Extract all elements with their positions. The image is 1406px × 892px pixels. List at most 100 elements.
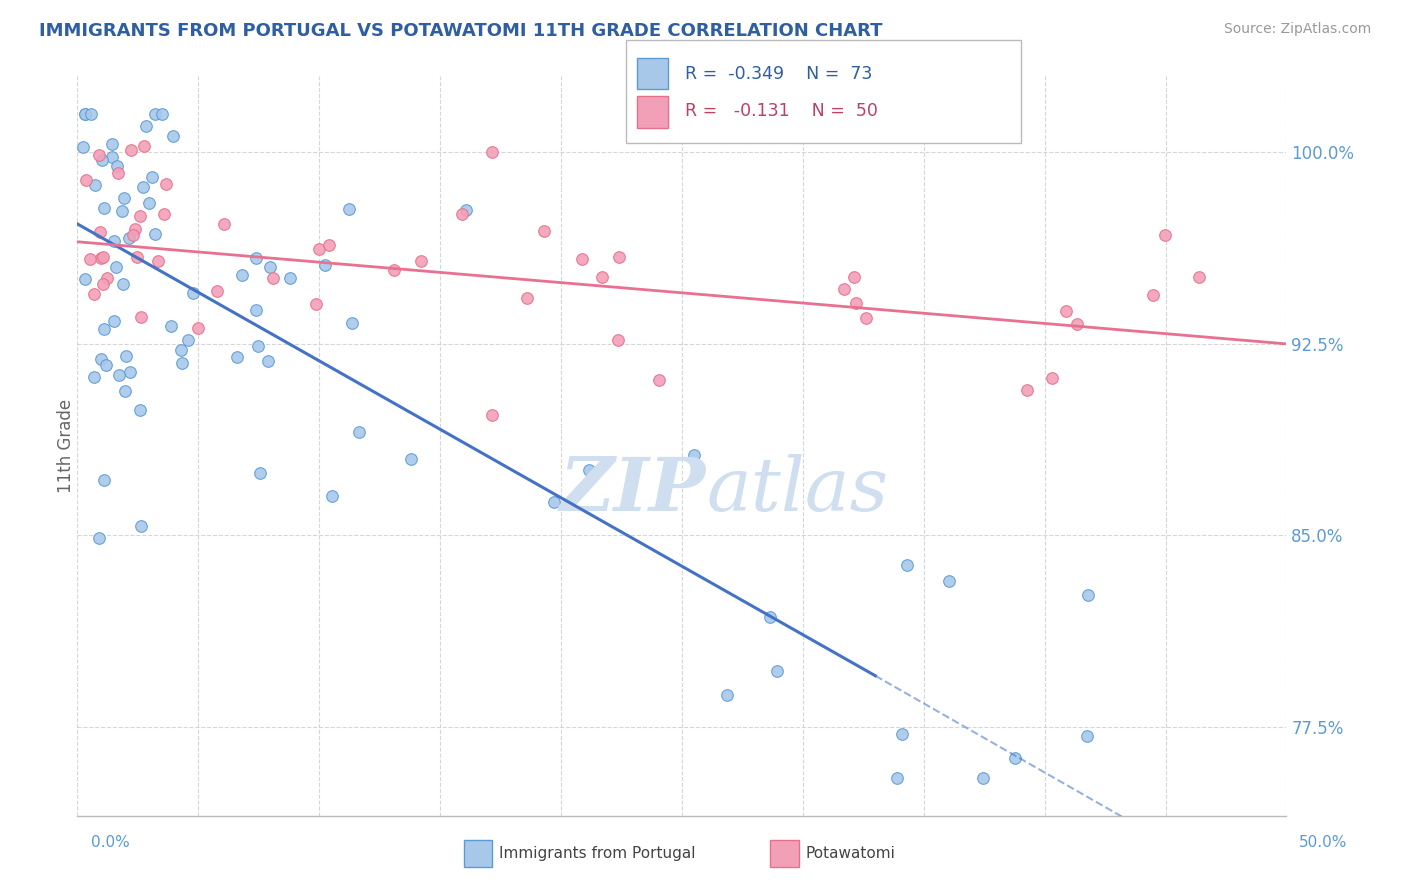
Point xyxy=(160,319,183,334)
Point xyxy=(87,148,110,162)
Point xyxy=(124,222,146,236)
Point xyxy=(96,271,118,285)
Point xyxy=(571,252,593,266)
Point xyxy=(207,284,229,298)
Point xyxy=(1054,303,1077,318)
Point xyxy=(107,166,129,180)
Point xyxy=(1004,751,1026,765)
Point xyxy=(247,339,270,353)
Point xyxy=(93,473,115,487)
Point xyxy=(855,310,877,325)
Point xyxy=(1142,288,1164,302)
Point xyxy=(169,343,191,357)
Point xyxy=(187,320,209,334)
Point xyxy=(305,297,328,311)
Y-axis label: 11th Grade: 11th Grade xyxy=(58,399,75,493)
Point xyxy=(1154,227,1177,242)
Point xyxy=(138,196,160,211)
Point xyxy=(1076,729,1098,743)
Point xyxy=(94,358,117,372)
Point xyxy=(120,143,142,157)
Point xyxy=(886,771,908,785)
Point xyxy=(245,252,267,266)
Text: 0.0%: 0.0% xyxy=(91,836,131,850)
Point xyxy=(337,202,360,217)
Point xyxy=(225,350,247,364)
Point xyxy=(938,574,960,588)
Point xyxy=(409,254,432,268)
Point xyxy=(90,153,112,167)
Point xyxy=(90,352,112,367)
Point xyxy=(347,425,370,439)
Point xyxy=(146,254,169,268)
Point xyxy=(172,356,194,370)
Point xyxy=(143,227,166,241)
Point xyxy=(214,217,236,231)
Point xyxy=(1066,317,1088,331)
Point xyxy=(318,238,340,252)
Point xyxy=(90,251,112,265)
Point xyxy=(842,269,865,284)
Text: R =   -0.131    N =  50: R = -0.131 N = 50 xyxy=(685,103,877,120)
Point xyxy=(134,139,156,153)
Point xyxy=(481,409,503,423)
Point xyxy=(83,370,105,384)
Point xyxy=(606,334,628,348)
Point xyxy=(533,224,555,238)
Point xyxy=(399,451,422,466)
Point xyxy=(143,107,166,121)
Point xyxy=(100,151,122,165)
Point xyxy=(89,226,111,240)
Point xyxy=(578,463,600,477)
Point xyxy=(93,322,115,336)
Point xyxy=(162,129,184,144)
Point xyxy=(93,201,115,215)
Point xyxy=(80,107,103,121)
Point xyxy=(72,140,94,154)
Point xyxy=(259,260,281,274)
Point xyxy=(83,287,105,301)
Point xyxy=(231,268,253,282)
Text: Source: ZipAtlas.com: Source: ZipAtlas.com xyxy=(1223,22,1371,37)
Point xyxy=(111,204,134,219)
Point xyxy=(91,277,114,291)
Point xyxy=(105,159,128,173)
Point xyxy=(314,258,336,272)
Text: 50.0%: 50.0% xyxy=(1299,836,1347,850)
Point xyxy=(118,230,141,244)
Point xyxy=(245,302,267,317)
Point xyxy=(896,558,918,573)
Point xyxy=(91,250,114,264)
Point xyxy=(759,610,782,624)
Point xyxy=(262,271,284,285)
Point xyxy=(122,228,145,243)
Point xyxy=(1017,384,1039,398)
Point xyxy=(972,771,994,785)
Point xyxy=(321,489,343,503)
Point xyxy=(832,282,855,296)
Point xyxy=(83,178,105,193)
Point xyxy=(111,277,134,292)
Point xyxy=(150,107,173,121)
Point xyxy=(382,263,405,277)
Point xyxy=(129,403,152,417)
Point xyxy=(112,191,135,205)
Point xyxy=(129,310,152,324)
Point xyxy=(1188,269,1211,284)
Point xyxy=(114,384,136,399)
Point xyxy=(765,664,787,678)
Point xyxy=(591,270,613,285)
Point xyxy=(249,467,271,481)
Point xyxy=(108,368,131,382)
Point xyxy=(543,495,565,509)
Point xyxy=(716,688,738,702)
Point xyxy=(131,519,153,533)
Text: Potawatomi: Potawatomi xyxy=(806,847,896,861)
Point xyxy=(75,272,97,286)
Point xyxy=(118,365,141,379)
Point xyxy=(155,177,177,191)
Point xyxy=(891,727,914,741)
Point xyxy=(75,107,97,121)
Point xyxy=(128,209,150,223)
Point xyxy=(103,234,125,248)
